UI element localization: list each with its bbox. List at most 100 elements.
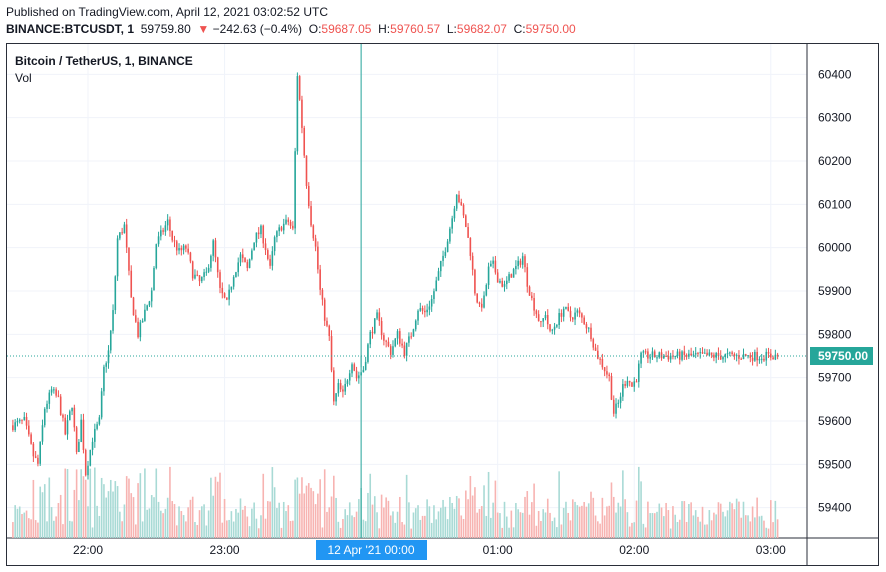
volume-bar <box>178 506 180 538</box>
price-tick-label: 59700 <box>818 371 852 385</box>
candle-body <box>132 297 135 316</box>
candle-body <box>194 274 196 279</box>
volume-bar <box>683 501 686 538</box>
price-tick-label: 59600 <box>818 414 852 428</box>
volume-bar <box>740 517 743 538</box>
volume-bar <box>731 503 733 538</box>
volume-bar <box>480 506 483 538</box>
candle-body <box>446 241 449 252</box>
volume-bar <box>367 492 369 538</box>
volume-bar <box>483 485 485 538</box>
candle-body <box>353 364 356 371</box>
candle-body <box>412 329 415 337</box>
volume-bar <box>403 524 406 538</box>
volume-bar <box>314 504 317 538</box>
candle-body <box>763 358 765 361</box>
last-price: 59759.80 <box>140 22 191 36</box>
candle-body <box>501 280 504 287</box>
candle-body <box>75 427 78 453</box>
candle-body <box>64 417 67 435</box>
candle-body <box>531 295 533 299</box>
candle-body <box>553 326 556 330</box>
candle-body <box>41 425 44 442</box>
candle-body <box>264 243 267 251</box>
volume-bar <box>503 501 506 538</box>
candle-body <box>424 310 426 313</box>
volume-bar <box>528 514 531 538</box>
candle-body <box>556 325 558 327</box>
volume-bar <box>267 501 269 538</box>
candle-body <box>428 306 431 310</box>
volume-bar <box>656 511 658 538</box>
candle-body <box>565 306 567 309</box>
last-price-label: 59750.00 <box>818 349 868 363</box>
candle-body <box>226 297 228 300</box>
time-cursor-label: 12 Apr '21 00:00 <box>327 543 414 557</box>
candle-body <box>333 370 335 402</box>
candle-body <box>292 225 294 229</box>
candle-body <box>191 261 194 279</box>
volume-bar <box>12 522 14 538</box>
candle-body <box>467 227 469 238</box>
candle-body <box>16 421 19 423</box>
candle-body <box>248 259 251 268</box>
candle-body <box>624 384 626 386</box>
volume-bar <box>392 511 394 538</box>
candle-body <box>585 324 588 329</box>
volume-bar <box>496 512 499 538</box>
candle-body <box>444 251 447 256</box>
candle-body <box>576 310 579 313</box>
candle-body <box>105 363 108 367</box>
volume-bar <box>301 477 303 538</box>
candle-body <box>521 256 524 265</box>
candle-body <box>348 373 351 381</box>
volume-bar <box>453 508 456 538</box>
candle-body <box>649 357 651 359</box>
volume-bar <box>601 497 604 538</box>
volume-bar <box>241 509 244 538</box>
candle-body <box>703 352 706 354</box>
candle-body <box>692 354 695 356</box>
volume-bar <box>578 506 581 538</box>
volume-bar <box>257 528 260 538</box>
close-label: C: <box>513 22 526 36</box>
candle-body <box>635 381 638 383</box>
candle-body <box>676 351 679 357</box>
price-tick-label: 59400 <box>818 501 852 515</box>
candle-body <box>314 238 317 247</box>
volume-bar <box>544 512 547 538</box>
volume-bar <box>587 503 590 538</box>
volume-bar <box>355 511 358 538</box>
candle-body <box>578 310 581 314</box>
candle-body <box>549 324 551 331</box>
candle-body <box>328 325 331 337</box>
candle-body <box>740 358 743 360</box>
candle-body <box>726 353 729 355</box>
candle-body <box>455 194 458 209</box>
price-change: −242.63 (−0.4%) <box>212 22 303 36</box>
candle-body <box>162 230 164 232</box>
candle-body <box>603 367 606 372</box>
volume-bar <box>84 479 87 538</box>
volume-bar <box>23 512 26 538</box>
volume-bar <box>485 515 488 538</box>
volume-bar <box>71 521 73 538</box>
candle-body <box>46 403 48 409</box>
volume-bar <box>285 511 287 538</box>
candle-body <box>32 443 35 457</box>
volume-bar <box>565 501 567 538</box>
candle-body <box>528 286 531 296</box>
candle-body <box>717 353 720 357</box>
volume-bar <box>719 503 722 538</box>
volume-bar <box>185 521 187 538</box>
volume-bar <box>706 524 708 538</box>
volume-bar <box>312 491 315 538</box>
volume-bar <box>91 527 94 538</box>
candle-body <box>394 338 397 347</box>
volume-bar <box>729 501 731 538</box>
volume-bar <box>521 512 524 538</box>
volume-bar <box>701 506 704 538</box>
candle-body <box>715 353 717 358</box>
volume-bar <box>32 479 35 538</box>
